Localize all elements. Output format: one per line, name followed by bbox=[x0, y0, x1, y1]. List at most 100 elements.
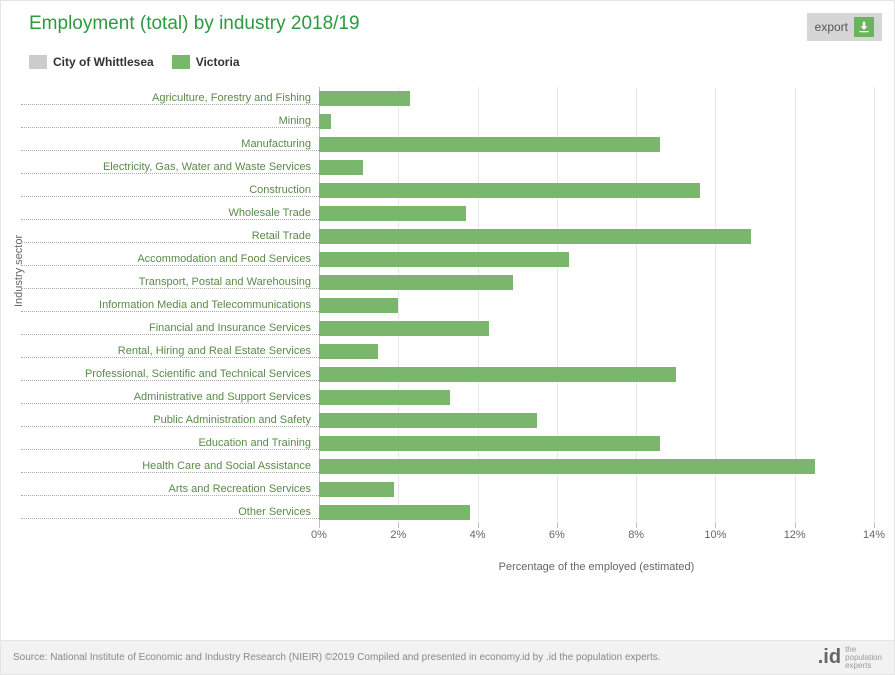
bar-track bbox=[319, 87, 874, 110]
id-logo[interactable]: .id the population experts bbox=[818, 646, 882, 670]
bar[interactable] bbox=[319, 91, 410, 106]
legend-label: City of Whittlesea bbox=[53, 55, 154, 69]
bar-track bbox=[319, 225, 874, 248]
bar-track bbox=[319, 271, 874, 294]
chart-container: Employment (total) by industry 2018/19 e… bbox=[0, 0, 895, 675]
chart-row: Other Services bbox=[21, 501, 874, 524]
x-ticks: 0%2%4%6%8%10%12%14% bbox=[319, 529, 874, 549]
chart-row: Public Administration and Safety bbox=[21, 409, 874, 432]
chart-row: Information Media and Telecommunications bbox=[21, 294, 874, 317]
category-label[interactable]: Agriculture, Forestry and Fishing bbox=[21, 93, 319, 105]
legend-swatch bbox=[172, 55, 190, 69]
legend-item-whittlesea[interactable]: City of Whittlesea bbox=[29, 55, 154, 69]
chart-row: Manufacturing bbox=[21, 133, 874, 156]
bar-track bbox=[319, 432, 874, 455]
bar[interactable] bbox=[319, 505, 470, 520]
chart-row: Education and Training bbox=[21, 432, 874, 455]
x-tick-label: 8% bbox=[628, 529, 644, 541]
bar[interactable] bbox=[319, 160, 363, 175]
chart-row: Agriculture, Forestry and Fishing bbox=[21, 87, 874, 110]
category-label[interactable]: Financial and Insurance Services bbox=[21, 323, 319, 335]
x-tick-label: 0% bbox=[311, 529, 327, 541]
export-button[interactable]: export bbox=[807, 13, 882, 41]
bar-track bbox=[319, 340, 874, 363]
category-label[interactable]: Transport, Postal and Warehousing bbox=[21, 277, 319, 289]
legend-label: Victoria bbox=[196, 55, 240, 69]
legend-item-victoria[interactable]: Victoria bbox=[172, 55, 240, 69]
category-label[interactable]: Professional, Scientific and Technical S… bbox=[21, 369, 319, 381]
x-axis-title: Percentage of the employed (estimated) bbox=[319, 561, 874, 573]
category-label[interactable]: Retail Trade bbox=[21, 231, 319, 243]
bar-track bbox=[319, 248, 874, 271]
x-tick-label: 6% bbox=[549, 529, 565, 541]
chart-row: Electricity, Gas, Water and Waste Servic… bbox=[21, 156, 874, 179]
bar-track bbox=[319, 386, 874, 409]
bar-track bbox=[319, 363, 874, 386]
bar-track bbox=[319, 409, 874, 432]
category-label[interactable]: Manufacturing bbox=[21, 139, 319, 151]
bars-region: Agriculture, Forestry and Fishing Mining M… bbox=[21, 87, 874, 527]
chart-row: Financial and Insurance Services bbox=[21, 317, 874, 340]
bar[interactable] bbox=[319, 482, 394, 497]
bar[interactable] bbox=[319, 183, 700, 198]
bar[interactable] bbox=[319, 459, 815, 474]
bar[interactable] bbox=[319, 229, 751, 244]
x-tick-label: 2% bbox=[390, 529, 406, 541]
chart-row: Retail Trade bbox=[21, 225, 874, 248]
legend-swatch bbox=[29, 55, 47, 69]
bar[interactable] bbox=[319, 252, 569, 267]
chart-row: Transport, Postal and Warehousing bbox=[21, 271, 874, 294]
category-label[interactable]: Other Services bbox=[21, 507, 319, 519]
bar[interactable] bbox=[319, 344, 378, 359]
x-tick-label: 4% bbox=[470, 529, 486, 541]
category-label[interactable]: Rental, Hiring and Real Estate Services bbox=[21, 346, 319, 358]
category-label[interactable]: Education and Training bbox=[21, 438, 319, 450]
category-label[interactable]: Administrative and Support Services bbox=[21, 392, 319, 404]
bar[interactable] bbox=[319, 390, 450, 405]
bar-track bbox=[319, 179, 874, 202]
category-label[interactable]: Information Media and Telecommunications bbox=[21, 300, 319, 312]
chart-row: Accommodation and Food Services bbox=[21, 248, 874, 271]
logo-tagline: the population experts bbox=[845, 646, 882, 670]
bar[interactable] bbox=[319, 413, 537, 428]
bar-track bbox=[319, 478, 874, 501]
category-label[interactable]: Mining bbox=[21, 116, 319, 128]
bar-track bbox=[319, 294, 874, 317]
x-tick-label: 10% bbox=[704, 529, 726, 541]
bar[interactable] bbox=[319, 298, 398, 313]
bar[interactable] bbox=[319, 321, 489, 336]
bar[interactable] bbox=[319, 275, 513, 290]
bar[interactable] bbox=[319, 367, 676, 382]
bar-track bbox=[319, 110, 874, 133]
bar[interactable] bbox=[319, 114, 331, 129]
bar-track bbox=[319, 156, 874, 179]
x-tick-label: 12% bbox=[784, 529, 806, 541]
category-label[interactable]: Health Care and Social Assistance bbox=[21, 461, 319, 473]
chart-row: Administrative and Support Services bbox=[21, 386, 874, 409]
chart-row: Rental, Hiring and Real Estate Services bbox=[21, 340, 874, 363]
chart-row: Construction bbox=[21, 179, 874, 202]
category-label[interactable]: Electricity, Gas, Water and Waste Servic… bbox=[21, 162, 319, 174]
legend: City of Whittlesea Victoria bbox=[1, 41, 894, 77]
export-label: export bbox=[815, 20, 848, 34]
bar-track bbox=[319, 317, 874, 340]
bar[interactable] bbox=[319, 206, 466, 221]
category-label[interactable]: Arts and Recreation Services bbox=[21, 484, 319, 496]
chart-row: Mining bbox=[21, 110, 874, 133]
bar[interactable] bbox=[319, 436, 660, 451]
bar-track bbox=[319, 455, 874, 478]
bar-track bbox=[319, 202, 874, 225]
chart-row: Professional, Scientific and Technical S… bbox=[21, 363, 874, 386]
bar-track bbox=[319, 501, 874, 524]
logo-id-text: .id bbox=[818, 646, 841, 669]
chart-row: Wholesale Trade bbox=[21, 202, 874, 225]
x-tick-label: 14% bbox=[863, 529, 885, 541]
chart-row: Health Care and Social Assistance bbox=[21, 455, 874, 478]
header: Employment (total) by industry 2018/19 e… bbox=[1, 1, 894, 41]
category-label[interactable]: Public Administration and Safety bbox=[21, 415, 319, 427]
chart-row: Arts and Recreation Services bbox=[21, 478, 874, 501]
category-label[interactable]: Construction bbox=[21, 185, 319, 197]
category-label[interactable]: Wholesale Trade bbox=[21, 208, 319, 220]
bar[interactable] bbox=[319, 137, 660, 152]
category-label[interactable]: Accommodation and Food Services bbox=[21, 254, 319, 266]
